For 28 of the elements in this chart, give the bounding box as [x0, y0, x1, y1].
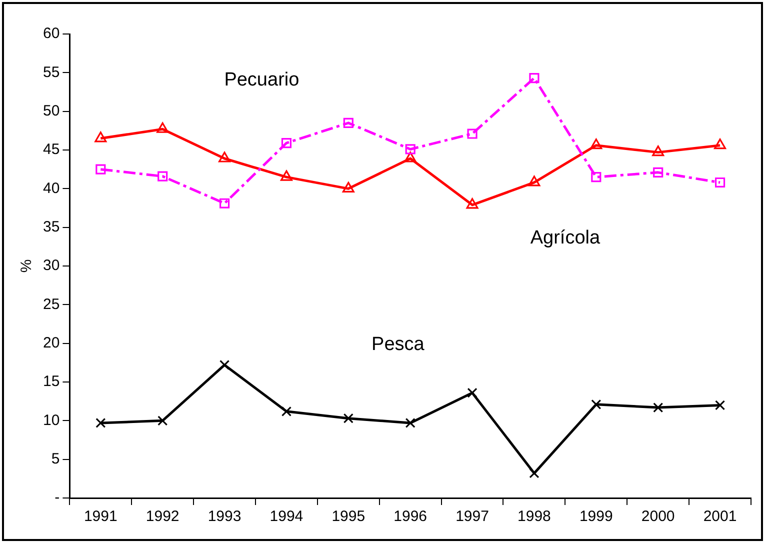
- y-tick-label: 30: [42, 257, 60, 274]
- x-tick-label: 1994: [270, 508, 304, 526]
- y-tick-label: 55: [42, 64, 60, 81]
- x-tick-label: 1992: [146, 508, 180, 526]
- y-tick-label: 45: [42, 141, 60, 158]
- y-tick-label: 25: [42, 296, 60, 313]
- y-tick-label: 40: [42, 180, 60, 197]
- y-axis-title: %: [18, 259, 36, 273]
- x-tick-label: 2000: [641, 508, 675, 526]
- text: Pesca: [372, 334, 425, 356]
- y-tick-label: 60: [42, 25, 60, 42]
- y-tick-label: 5: [51, 450, 60, 468]
- x-tick-label: 1995: [332, 508, 366, 526]
- x-tick-label: 1997: [456, 508, 489, 526]
- text: Agrícola: [530, 227, 600, 248]
- y-tick-label: 15: [42, 373, 60, 390]
- y-tick-label: 10: [42, 412, 60, 429]
- text: Pecuario: [224, 70, 300, 91]
- y-tick-label: 50: [42, 102, 60, 120]
- x-tick-label: 1993: [208, 508, 242, 526]
- x-tick-label: 1991: [84, 508, 118, 526]
- x-tick-label: 1998: [518, 508, 551, 526]
- x-tick-label: 1996: [394, 508, 428, 526]
- y-tick-label: -: [54, 489, 60, 506]
- x-tick-label: 2001: [703, 508, 737, 526]
- x-tick-label: 1999: [579, 508, 613, 526]
- y-tick-label: 35: [42, 218, 60, 236]
- y-tick-label: 20: [42, 334, 60, 352]
